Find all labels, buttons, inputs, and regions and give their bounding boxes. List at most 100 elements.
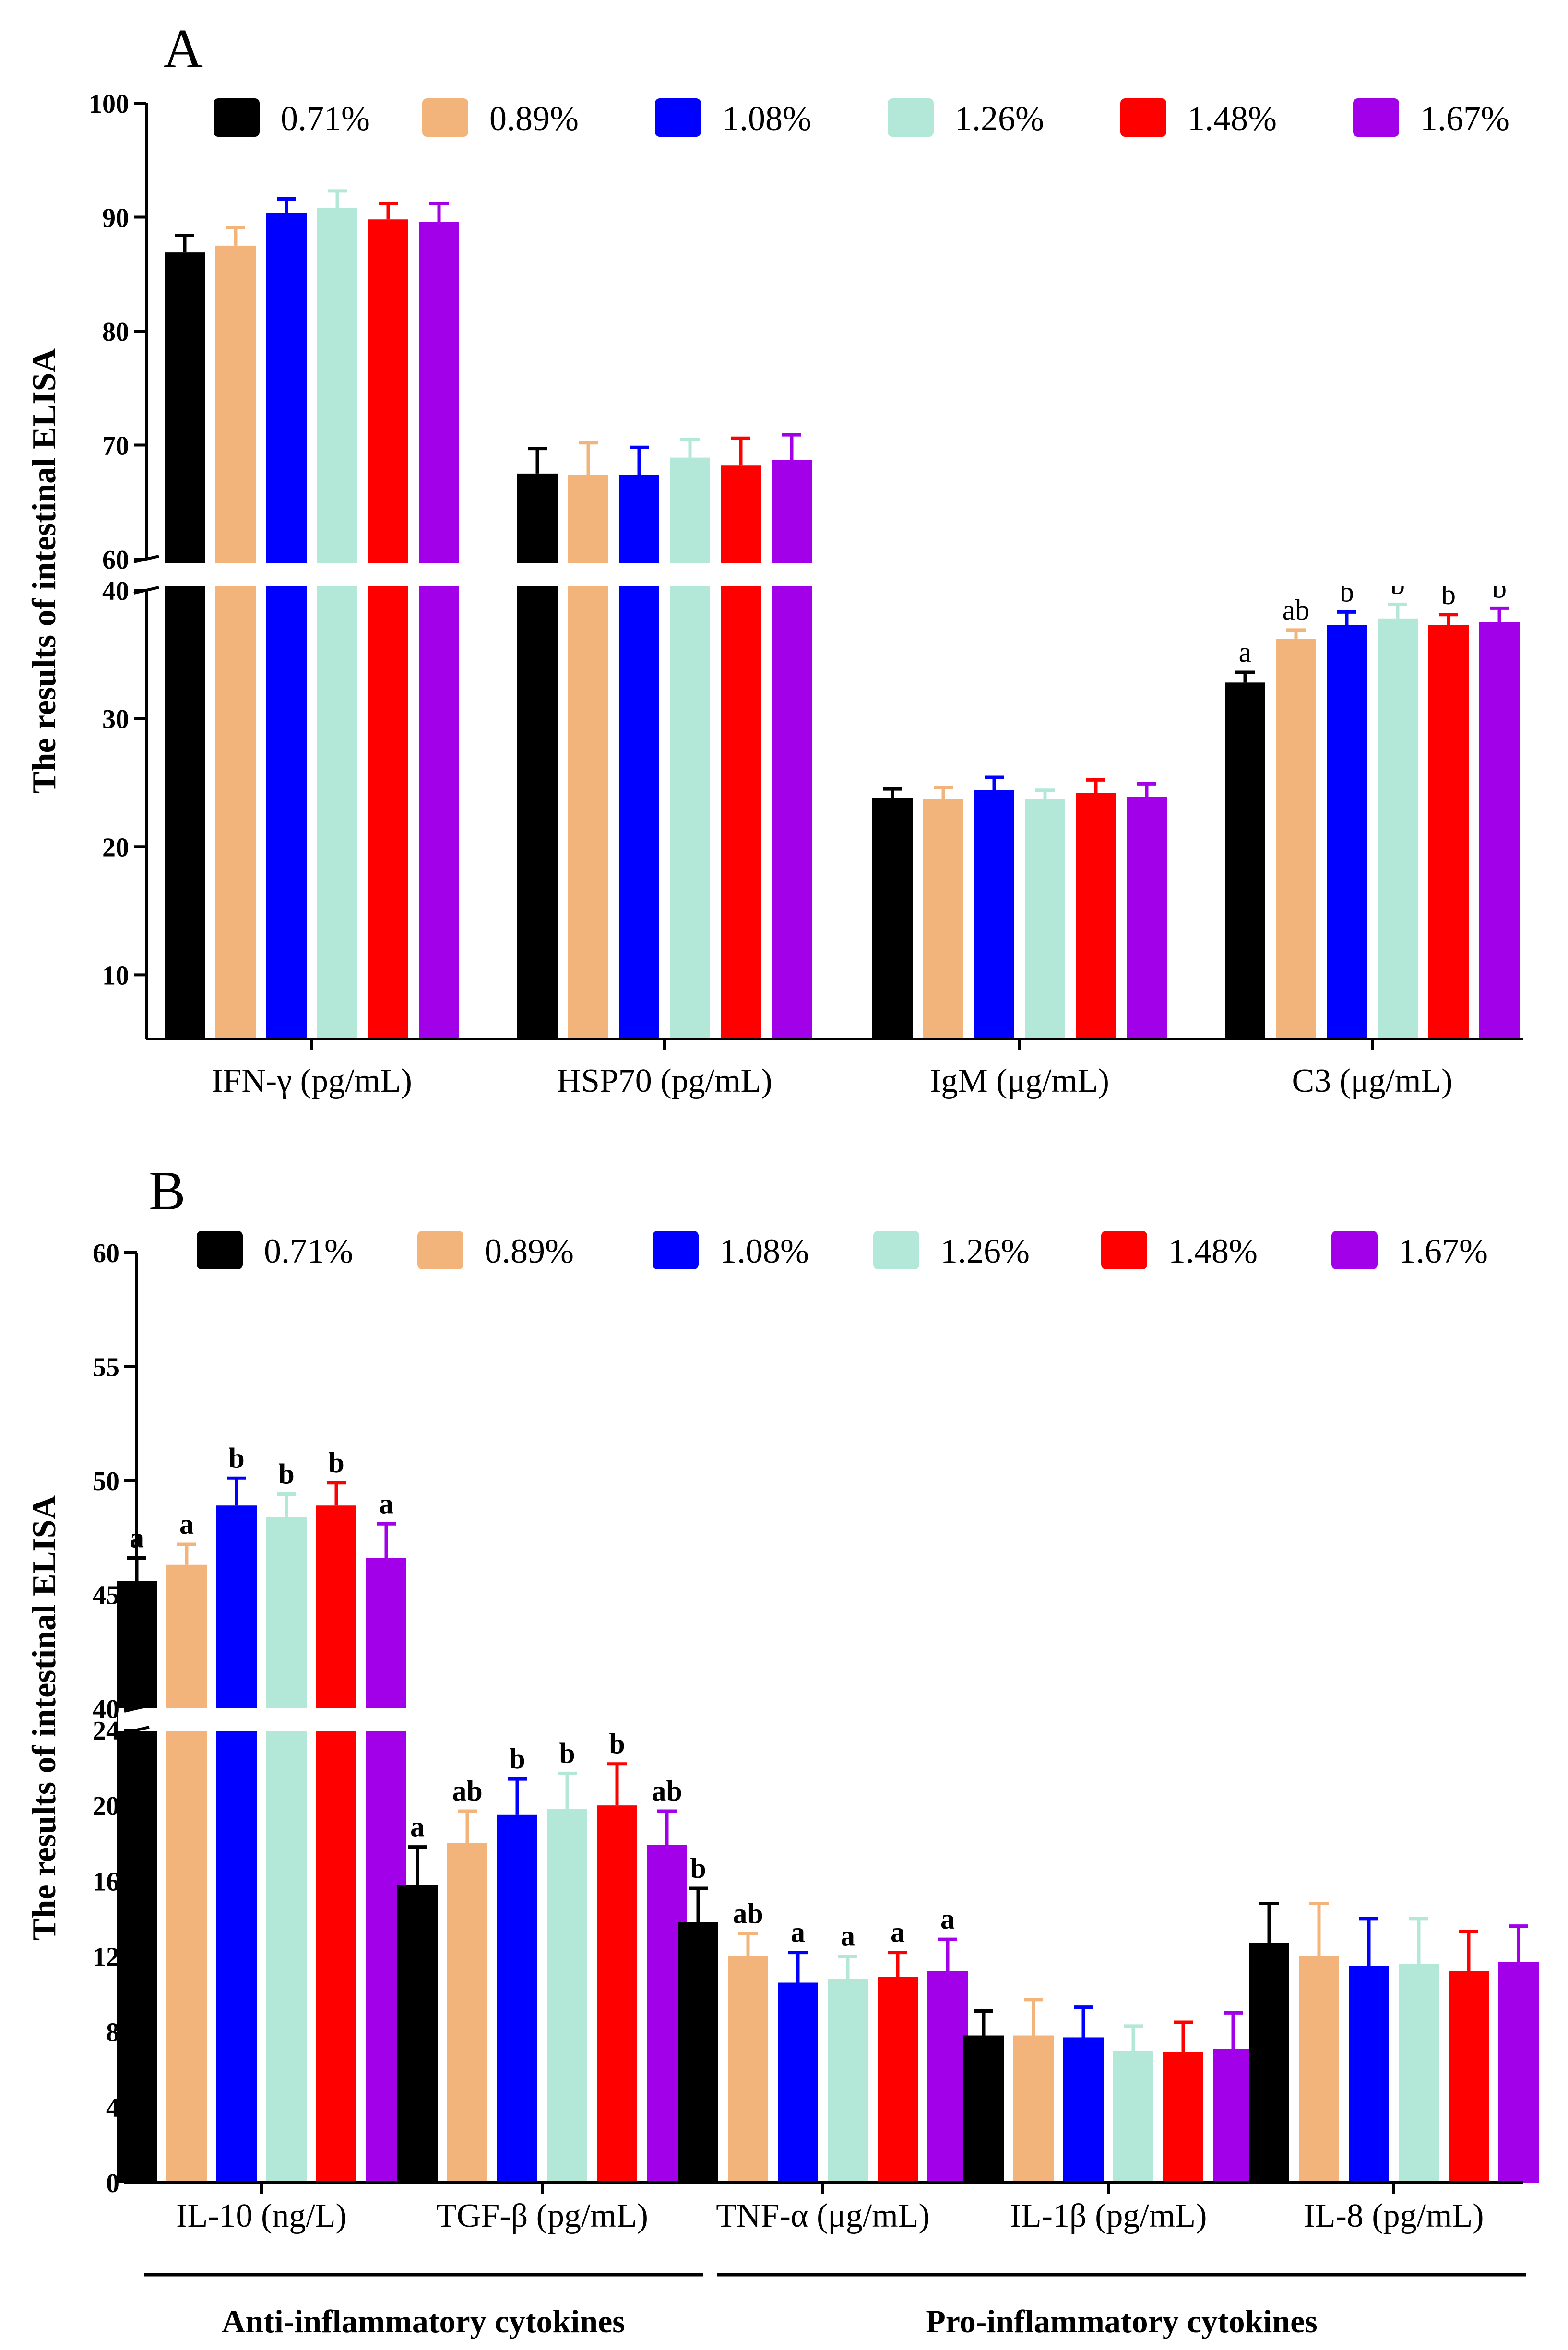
significance-label: b — [609, 1728, 625, 1760]
bar — [165, 252, 205, 1039]
bars: aabbbaaabbbbabbabaaaa — [117, 1442, 1539, 2183]
bar — [1449, 1971, 1489, 2183]
legend-label: 1.67% — [1399, 1232, 1488, 1270]
bar — [1025, 799, 1065, 1039]
bar — [397, 1885, 438, 2183]
bar — [215, 245, 256, 1039]
significance-label: ab — [1283, 594, 1310, 626]
bar — [778, 1982, 818, 2183]
x-category-label: IL-8 (pg/mL) — [1304, 2197, 1484, 2234]
y-tick-label: 60 — [93, 1239, 119, 1268]
legend-swatch — [1120, 98, 1166, 137]
bar — [1013, 2035, 1054, 2183]
bar — [216, 1505, 257, 2183]
y-tick-label: 60 — [102, 545, 129, 575]
y-tick-label: 80 — [102, 317, 129, 347]
legend-label: 1.08% — [722, 99, 811, 138]
y-tick-label: 45 — [93, 1581, 119, 1610]
x-category-label: IgM (μg/mL) — [930, 1062, 1109, 1099]
x-category-label: TGF-β (pg/mL) — [436, 2197, 648, 2234]
axis-break-gap — [127, 563, 1533, 586]
bar — [772, 460, 812, 1039]
bar — [1399, 1964, 1439, 2183]
legend-swatch — [197, 1231, 243, 1269]
bar — [1063, 2037, 1104, 2183]
legend-swatch — [655, 98, 701, 137]
legend: 0.71% 0.89% 1.08% 1.26% 1.48% 1.67% — [197, 1231, 1488, 1270]
legend-label: 1.08% — [720, 1232, 809, 1270]
group-label: Anti-inflammatory cytokines — [222, 2303, 625, 2339]
bar — [828, 1979, 868, 2183]
legend-label: 0.89% — [485, 1232, 574, 1270]
significance-label: a — [410, 1811, 425, 1843]
bar — [166, 1564, 207, 2183]
bar — [266, 213, 307, 1039]
bar — [619, 475, 659, 1039]
significance-label: b — [228, 1442, 244, 1474]
legend-swatch — [1353, 98, 1399, 137]
legend-label: 1.48% — [1168, 1232, 1258, 1270]
y-tick-label: 40 — [93, 1694, 119, 1724]
bar — [517, 473, 558, 1039]
bar — [1428, 625, 1469, 1039]
panel-letter: A — [163, 18, 203, 79]
legend-swatch — [417, 1231, 463, 1269]
significance-label: a — [841, 1921, 855, 1952]
x-category-label: IFN-γ (pg/mL) — [212, 1062, 412, 1099]
bar — [316, 1505, 356, 2183]
axis-break-gap — [118, 1708, 1533, 1731]
y-axis-title: The results of intestinal ELISA — [26, 1495, 63, 1941]
legend-swatch — [422, 98, 468, 137]
bar — [923, 799, 963, 1039]
bar — [1163, 2052, 1203, 2183]
bar — [1127, 797, 1167, 1039]
legend-swatch — [1331, 1231, 1378, 1269]
panel-letter: B — [149, 1160, 186, 1221]
bar — [497, 1814, 537, 2183]
bar — [1113, 2050, 1153, 2183]
legend-label: 0.71% — [264, 1232, 353, 1270]
bar — [266, 1517, 307, 2183]
bar — [1076, 793, 1116, 1039]
panel-A: A The results of intestinal ELISA aabbbbb 1… — [26, 18, 1533, 1099]
significance-label: ab — [652, 1775, 682, 1807]
bar — [974, 790, 1014, 1039]
y-tick-label: 12 — [93, 1943, 119, 1972]
significance-label: a — [1239, 636, 1252, 668]
bar — [1327, 625, 1367, 1039]
bar — [1479, 622, 1520, 1039]
x-category-label: C3 (μg/mL) — [1292, 1062, 1453, 1099]
bar — [568, 475, 608, 1039]
bar — [1498, 1962, 1539, 2183]
legend-swatch — [1101, 1231, 1147, 1269]
legend-label: 0.71% — [281, 99, 370, 138]
bar — [1299, 1956, 1339, 2183]
legend-label: 1.26% — [940, 1232, 1030, 1270]
y-axis-title: The results of intestinal ELISA — [26, 348, 63, 794]
y-tick-label: 30 — [102, 704, 129, 734]
bar — [1349, 1966, 1389, 2183]
bar — [317, 208, 357, 1039]
y-tick-label: 8 — [106, 2018, 119, 2048]
bar — [1378, 618, 1418, 1039]
y-tick-label: 50 — [93, 1467, 119, 1496]
y-tick-label: 24 — [93, 1716, 119, 1746]
y-tick-label: 16 — [93, 1867, 119, 1897]
bar — [670, 457, 710, 1039]
bar — [1276, 639, 1316, 1039]
legend-label: 1.26% — [955, 99, 1044, 138]
legend-swatch — [888, 98, 934, 137]
significance-label: b — [559, 1737, 575, 1769]
y-tick-label: 10 — [102, 961, 129, 990]
y-tick-label: 55 — [93, 1353, 119, 1383]
x-category-label: TNF-α (μg/mL) — [716, 2197, 930, 2234]
legend-label: 0.89% — [489, 99, 579, 138]
significance-label: b — [328, 1447, 344, 1479]
significance-label: a — [940, 1903, 955, 1935]
bars: aabbbbb — [165, 189, 1520, 1039]
y-tick-label: 4 — [106, 2093, 119, 2123]
bar — [872, 798, 913, 1039]
y-tick-label: 20 — [102, 833, 129, 862]
